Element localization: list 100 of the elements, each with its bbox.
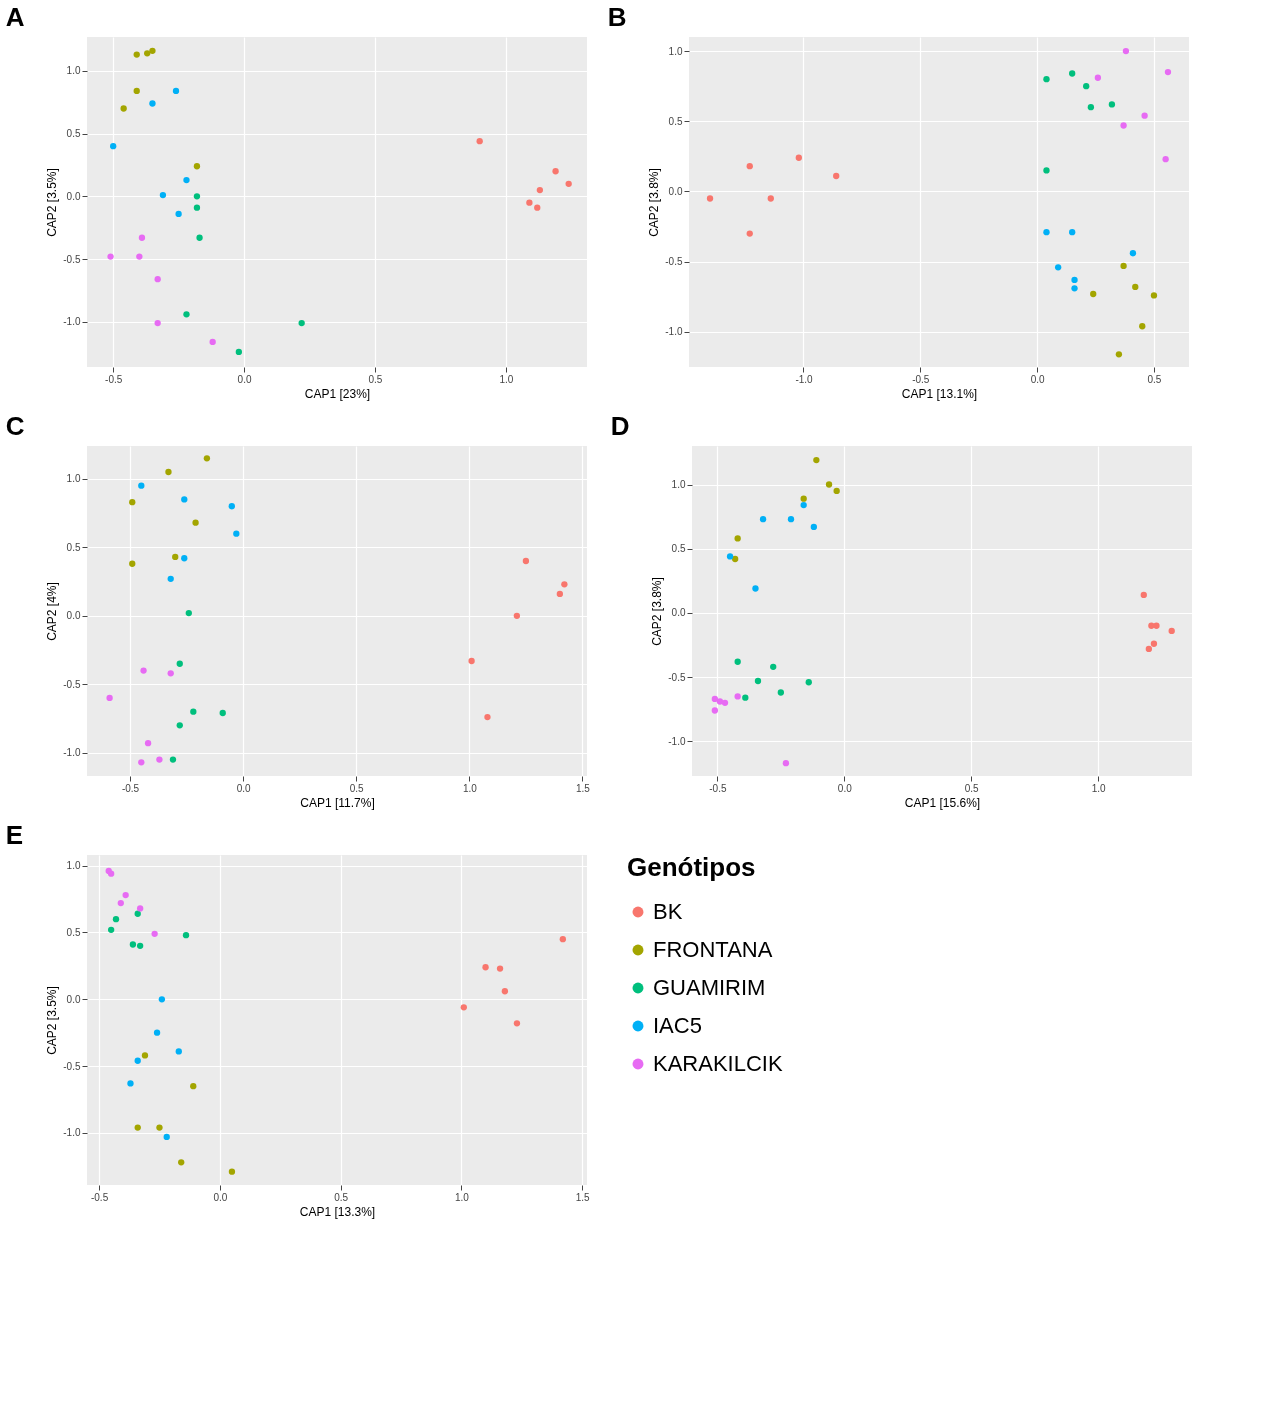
x-tick-label: 0.5 (1147, 373, 1162, 385)
point (167, 575, 174, 582)
point (1168, 627, 1175, 635)
y-axis-title: CAP2 [4%] (45, 582, 60, 641)
point (129, 941, 137, 948)
point (833, 487, 840, 495)
point (752, 585, 759, 592)
point (122, 891, 129, 899)
point (1071, 285, 1078, 292)
point (734, 693, 741, 700)
x-tick-label: 0.5 (349, 782, 365, 794)
point (1069, 229, 1076, 236)
point (1069, 70, 1076, 77)
point (158, 996, 166, 1003)
x-tick-label: 0.5 (964, 782, 980, 794)
x-tick-label: -0.5 (121, 782, 140, 794)
point (134, 1124, 141, 1131)
y-tick-label: 0.0 (671, 607, 686, 619)
point (219, 709, 226, 717)
y-tick-label: 0.5 (66, 128, 81, 140)
point (526, 199, 533, 206)
y-tick-label: 1.0 (668, 45, 683, 57)
point (193, 204, 201, 211)
x-tick-label: 1.0 (1091, 782, 1106, 794)
point (136, 905, 144, 912)
point (144, 739, 152, 747)
point (711, 707, 718, 714)
point (825, 481, 833, 488)
point (734, 535, 741, 542)
point (172, 553, 179, 561)
point (810, 523, 817, 531)
x-tick-label: 1.0 (499, 373, 514, 385)
x-tick-label: 0.0 (837, 782, 853, 794)
point (165, 468, 172, 476)
point (1087, 104, 1095, 111)
point (144, 50, 151, 57)
x-axis-title: CAP1 [23%] (304, 386, 371, 401)
point (298, 319, 305, 327)
x-tick-label: 1.0 (462, 782, 478, 794)
point (151, 930, 158, 937)
x-axis-title: CAP1 [11.7%] (300, 795, 375, 810)
point (181, 496, 188, 503)
point (129, 560, 136, 567)
point (1115, 351, 1123, 358)
point (501, 988, 509, 995)
legend-label: KARAKILCIK (653, 1051, 783, 1076)
point (565, 180, 572, 187)
point (1090, 290, 1097, 298)
point (228, 1168, 236, 1175)
y-tick-label: -0.5 (668, 671, 686, 683)
x-tick-label: 0.5 (368, 373, 383, 385)
x-tick-label: -0.5 (105, 373, 123, 385)
legend-label: GUAMIRIM (653, 975, 766, 1000)
point (107, 253, 114, 260)
point (1141, 112, 1148, 119)
point (1132, 283, 1139, 291)
point (1122, 47, 1130, 55)
point (1043, 167, 1050, 174)
point (129, 498, 136, 506)
point (556, 590, 564, 598)
x-tick-label: 0.0 (1030, 373, 1046, 385)
point (138, 759, 145, 766)
point (153, 1029, 161, 1036)
point (156, 1124, 163, 1131)
point (196, 234, 203, 241)
y-tick-label: 0.0 (66, 993, 81, 1005)
point (193, 193, 201, 200)
point (746, 163, 753, 170)
y-tick-label: 0.5 (668, 115, 683, 127)
y-tick-label: 0.0 (66, 190, 81, 202)
y-tick-label: 1.0 (66, 473, 81, 485)
point (1120, 262, 1127, 270)
point (182, 932, 190, 939)
point (482, 964, 489, 971)
point (183, 176, 190, 184)
point (561, 581, 568, 588)
point (1043, 75, 1050, 83)
x-tick-label: 1.0 (454, 1191, 470, 1203)
x-tick-label: 1.5 (575, 1191, 591, 1203)
y-axis-title: CAP2 [3.5%] (45, 986, 60, 1055)
point (138, 482, 145, 489)
y-tick-label: 0.5 (671, 543, 686, 555)
y-tick-label: 0.5 (66, 541, 81, 553)
point (233, 530, 240, 537)
y-tick-label: 0.5 (66, 926, 81, 938)
x-tick-label: -1.0 (795, 373, 814, 385)
chart-title: C (5, 411, 25, 441)
point (1140, 591, 1147, 599)
point (209, 338, 216, 346)
point (460, 1004, 467, 1011)
point (156, 756, 163, 763)
legend-label: BK (653, 899, 683, 924)
point (169, 756, 177, 763)
point (235, 348, 242, 356)
point (552, 168, 559, 175)
point (120, 105, 127, 112)
point (711, 695, 718, 703)
point (110, 143, 117, 150)
point (1153, 622, 1160, 629)
point (1162, 156, 1169, 163)
